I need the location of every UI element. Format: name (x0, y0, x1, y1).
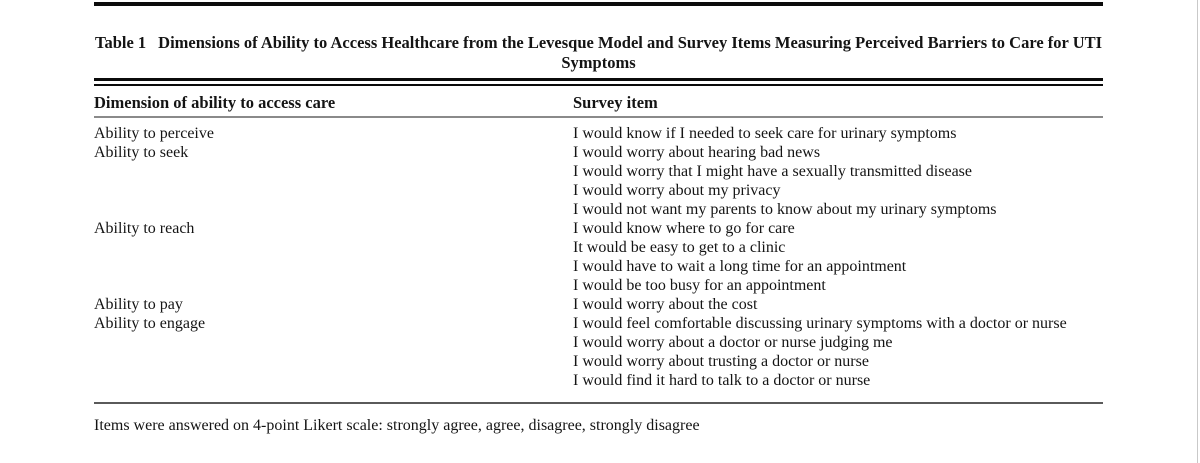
table-row: I would worry that I might have a sexual… (94, 162, 1103, 181)
table-double-rule (94, 78, 1103, 86)
table-row: Ability to engage I would feel comfortabl… (94, 314, 1103, 333)
dimension-cell: Ability to pay (94, 296, 183, 313)
table-bottom-rule (94, 402, 1103, 404)
table-body: Ability to perceive I would know if I nee… (94, 118, 1103, 390)
table-row: I would have to wait a long time for an … (94, 257, 1103, 276)
survey-item-cell: I would have to wait a long time for an … (573, 258, 907, 275)
survey-item-cell: I would worry about hearing bad news (573, 144, 821, 161)
table-row: Ability to reach I would know where to go… (94, 219, 1103, 238)
page-right-border (1197, 0, 1198, 463)
survey-item-cell: I would worry that I might have a sexual… (573, 163, 973, 180)
table-row: I would worry about my privacy (94, 181, 1103, 200)
dimension-cell (94, 238, 573, 257)
table-footnote: Items were answered on 4-point Likert sc… (94, 417, 700, 434)
table-row: I would not want my parents to know abou… (94, 200, 1103, 219)
table-row: I would worry about a doctor or nurse ju… (94, 333, 1103, 352)
table-label: Table 1 (94, 33, 147, 52)
table-caption: Table 1 Dimensions of Ability to Access H… (94, 33, 1103, 73)
survey-item-cell: I would feel comfortable discussing urin… (573, 315, 1067, 332)
paper-table: Table 1 Dimensions of Ability to Access H… (94, 0, 1103, 435)
column-header-dimension: Dimension of ability to access care (94, 93, 336, 112)
column-header-survey-item: Survey item (573, 93, 658, 112)
dimension-cell: Ability to reach (94, 220, 195, 237)
dimension-cell (94, 352, 573, 371)
dimension-cell: Ability to perceive (94, 125, 214, 142)
dimension-cell (94, 276, 573, 295)
dimension-cell (94, 333, 573, 352)
dimension-cell (94, 181, 573, 200)
dimension-cell (94, 162, 573, 181)
table-top-rule (94, 2, 1103, 6)
survey-item-cell: It would be easy to get to a clinic (573, 239, 786, 256)
table-row: Ability to pay I would worry about the co… (94, 295, 1103, 314)
survey-item-cell: I would worry about the cost (573, 296, 758, 313)
table-row: It would be easy to get to a clinic (94, 238, 1103, 257)
table-row: Ability to perceive I would know if I nee… (94, 124, 1103, 143)
survey-item-cell: I would know if I needed to seek care fo… (573, 125, 957, 142)
dimension-cell: Ability to seek (94, 144, 189, 161)
table-row: Ability to seek I would worry about heari… (94, 143, 1103, 162)
survey-item-cell: I would worry about my privacy (573, 182, 781, 199)
dimension-cell (94, 200, 573, 219)
table-row: I would find it hard to talk to a doctor… (94, 371, 1103, 390)
survey-item-cell: I would not want my parents to know abou… (573, 201, 997, 218)
table-header-rule (94, 116, 1103, 118)
survey-item-cell: I would find it hard to talk to a doctor… (573, 372, 871, 389)
dimension-cell (94, 257, 573, 276)
table-row: I would worry about trusting a doctor or… (94, 352, 1103, 371)
dimension-cell: Ability to engage (94, 315, 206, 332)
survey-item-cell: I would worry about a doctor or nurse ju… (573, 334, 893, 351)
table-title: Dimensions of Ability to Access Healthca… (158, 33, 1103, 72)
dimension-cell (94, 371, 573, 390)
table-row: I would be too busy for an appointment (94, 276, 1103, 295)
survey-item-cell: I would be too busy for an appointment (573, 277, 826, 294)
survey-item-cell: I would know where to go for care (573, 220, 795, 237)
table-header-row: Dimension of ability to access care Surv… (94, 86, 1103, 113)
survey-item-cell: I would worry about trusting a doctor or… (573, 353, 869, 370)
